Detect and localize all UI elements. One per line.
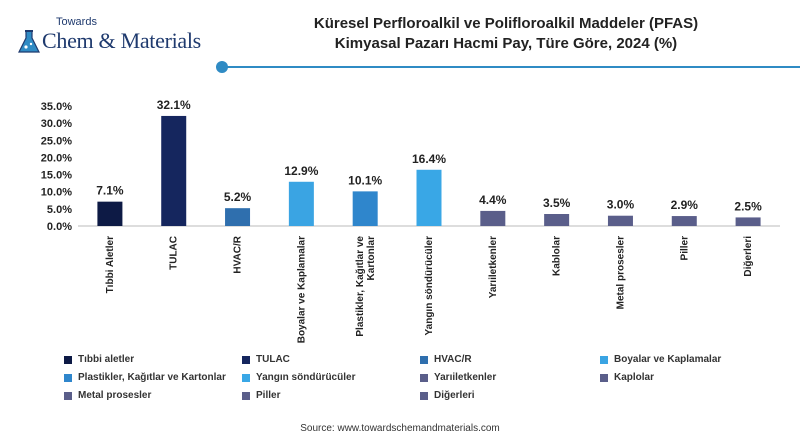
x-tick-label: Diğerleri bbox=[743, 236, 754, 277]
legend-swatch bbox=[420, 355, 428, 364]
brand-logo: Towards Chem & Materials bbox=[14, 16, 214, 58]
legend-item: Piller bbox=[242, 390, 280, 401]
legend-swatch bbox=[64, 391, 72, 400]
source-note: Source: www.towardschemandmaterials.com bbox=[300, 423, 500, 434]
flask-icon bbox=[18, 30, 40, 53]
legend-swatch bbox=[420, 391, 428, 400]
x-tick-label: Yangın söndürücüler bbox=[424, 236, 435, 336]
x-tick-label: Plastikler, Kağıtlar veKartonlar bbox=[355, 236, 377, 337]
bar bbox=[161, 115, 187, 226]
legend-label: Boyalar ve Kaplamalar bbox=[614, 354, 722, 365]
chart-legend: Tıbbi aletler TULAC HVAC/R Boyalar ve Kapla… bbox=[64, 354, 784, 410]
legend-label: Plastikler, Kağıtlar ve Kartonlar bbox=[78, 372, 226, 383]
legend-label: TULAC bbox=[256, 354, 290, 365]
chart-title-line-1: Küresel Perfloroalkil ve Polifloroalkil … bbox=[313, 15, 699, 32]
legend-item: Yarıiletkenler bbox=[420, 372, 496, 383]
legend-item: Diğerleri bbox=[420, 390, 475, 401]
bar-value-label: 2.9% bbox=[671, 198, 699, 212]
bar bbox=[225, 208, 251, 226]
bar-value-label: 7.1% bbox=[96, 184, 124, 198]
legend-item: Kaplolar bbox=[600, 372, 654, 383]
accent-dot bbox=[216, 61, 228, 73]
y-tick-label: 20.0% bbox=[41, 152, 72, 164]
x-tick-label: TULAC bbox=[169, 236, 180, 270]
legend-swatch bbox=[242, 355, 250, 364]
legend-item: Metal prosesler bbox=[64, 390, 151, 401]
legend-item: TULAC bbox=[242, 354, 290, 365]
legend-label: Tıbbi aletler bbox=[78, 354, 135, 365]
bar-value-label: 2.5% bbox=[734, 199, 762, 213]
legend-item: HVAC/R bbox=[420, 354, 472, 365]
y-tick-label: 35.0% bbox=[41, 101, 72, 113]
bar-chart: 0.0% 5.0% 10.0% 15.0% 20.0% 25.0% 30.0% 35.0% 7.… bbox=[41, 98, 780, 343]
x-tick-label: HVAC/R bbox=[233, 235, 244, 273]
y-tick-label: 0.0% bbox=[47, 221, 72, 233]
y-tick-label: 10.0% bbox=[41, 187, 72, 199]
bar-value-label: 4.4% bbox=[479, 193, 507, 207]
legend-swatch bbox=[64, 373, 72, 382]
logo-big-text: Chem & Materials bbox=[42, 28, 201, 53]
bar-value-label: 5.2% bbox=[224, 190, 252, 204]
bar bbox=[97, 201, 123, 226]
chart-title: Küresel Perfloroalkil ve Polifloroalkil … bbox=[226, 14, 786, 54]
legend-swatch bbox=[420, 373, 428, 382]
legend-label: Piller bbox=[256, 390, 281, 401]
logo-small-text: Towards bbox=[56, 16, 97, 28]
bar bbox=[607, 215, 633, 226]
chart-title-line-2: Kimyasal Pazarı Hacmi Pay, Türe Göre, 20… bbox=[334, 35, 678, 52]
x-tick-label: Kablolar bbox=[552, 236, 563, 276]
bar bbox=[735, 217, 761, 226]
legend-item: Plastikler, Kağıtlar ve Kartonlar bbox=[64, 372, 226, 383]
bar bbox=[416, 169, 442, 226]
x-tick-label: Yarıiletkenler bbox=[488, 236, 499, 298]
accent-rule bbox=[222, 66, 800, 68]
bar-value-label: 32.1% bbox=[157, 98, 191, 112]
y-tick-label: 30.0% bbox=[41, 118, 72, 130]
legend-item: Boyalar ve Kaplamalar bbox=[600, 354, 721, 365]
legend-swatch bbox=[64, 355, 72, 364]
legend-swatch bbox=[242, 391, 250, 400]
bar-value-label: 12.9% bbox=[284, 164, 318, 178]
legend-label: Diğerleri bbox=[434, 390, 475, 401]
y-tick-label: 25.0% bbox=[41, 135, 72, 147]
legend-item: Tıbbi aletler bbox=[64, 354, 134, 365]
y-tick-label: 15.0% bbox=[41, 170, 72, 182]
x-tick-label: Piller bbox=[679, 236, 690, 261]
bar-value-label: 3.5% bbox=[543, 196, 571, 210]
legend-label: HVAC/R bbox=[434, 354, 472, 365]
bar bbox=[480, 210, 506, 226]
x-tick-label: Metal prosesler bbox=[615, 236, 626, 309]
bar-value-label: 10.1% bbox=[348, 173, 382, 187]
legend-label: Kaplolar bbox=[614, 372, 655, 383]
legend-swatch bbox=[600, 373, 608, 382]
bar bbox=[352, 191, 378, 226]
bar bbox=[544, 214, 570, 226]
legend-swatch bbox=[600, 355, 608, 364]
bar-value-label: 16.4% bbox=[412, 152, 446, 166]
bar bbox=[671, 216, 697, 226]
y-tick-label: 5.0% bbox=[47, 204, 72, 216]
bar-value-label: 3.0% bbox=[607, 198, 635, 212]
legend-label: Metal prosesler bbox=[78, 390, 152, 401]
legend-label: Yangın söndürücüler bbox=[256, 372, 356, 383]
legend-swatch bbox=[242, 373, 250, 382]
legend-label: Yarıiletkenler bbox=[434, 372, 497, 383]
x-tick-label: Tıbbi Aletler bbox=[105, 236, 116, 294]
bar bbox=[288, 181, 314, 226]
legend-item: Yangın söndürücüler bbox=[242, 372, 355, 383]
x-tick-label: Boyalar ve Kaplamalar bbox=[296, 236, 307, 343]
